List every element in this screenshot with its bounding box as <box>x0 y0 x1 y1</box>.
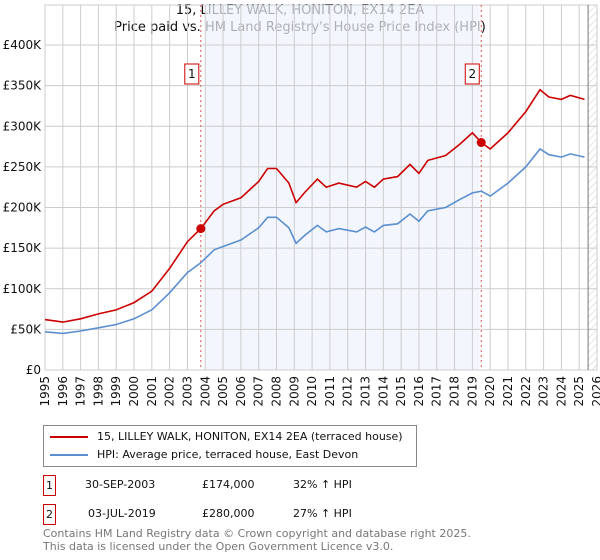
x-tick-label: 2002 <box>163 376 177 407</box>
transaction-date: 30-SEP-2003 <box>85 478 156 491</box>
legend: 15, LILLEY WALK, HONITON, EX14 2EA (terr… <box>43 425 417 467</box>
x-tick-label: 2004 <box>198 376 212 407</box>
transaction-hpi: 27% ↑ HPI <box>293 507 352 520</box>
y-tick-label: £400K <box>3 38 43 52</box>
y-tick-label: £200K <box>3 201 43 215</box>
x-tick-label: 2005 <box>216 376 230 407</box>
transaction-price: £174,000 <box>202 478 255 491</box>
x-tick-label: 1999 <box>109 376 123 407</box>
x-tick-label: 2019 <box>465 376 479 407</box>
sale-marker-badge <box>464 63 480 85</box>
y-tick-label: £0 <box>26 363 41 377</box>
x-tick-label: 2003 <box>180 376 194 407</box>
x-tick-label: 2000 <box>127 376 141 407</box>
x-tick-label: 2018 <box>448 376 462 407</box>
transaction-badge: 2 <box>43 504 56 525</box>
sale-marker-badge <box>184 63 200 85</box>
x-tick-label: 2016 <box>412 376 426 407</box>
sale-point <box>476 138 486 147</box>
x-tick-label: 2022 <box>519 376 533 407</box>
x-tick-label: 1998 <box>91 376 105 407</box>
sale-marker-label: 2 <box>468 67 476 81</box>
x-tick-label: 2021 <box>501 376 515 407</box>
legend-blue-line <box>50 453 88 456</box>
x-tick-label: 1997 <box>74 376 88 407</box>
x-tick-label: 2017 <box>430 376 444 407</box>
footer-line-2: This data is licensed under the Open Gov… <box>43 540 394 553</box>
x-tick-label: 2009 <box>287 376 301 407</box>
x-tick-label: 2006 <box>234 376 248 407</box>
legend-property: 15, LILLEY WALK, HONITON, EX14 2EA (terr… <box>97 430 403 443</box>
x-tick-label: 2013 <box>359 376 373 407</box>
footer: Contains HM Land Registry data © Crown c… <box>43 527 471 553</box>
y-tick-label: £150K <box>3 241 43 255</box>
x-tick-label: 2020 <box>483 376 497 407</box>
y-tick-label: £100K <box>3 282 43 296</box>
y-tick-label: £250K <box>3 160 43 174</box>
legend-hpi: HPI: Average price, terraced house, East… <box>97 448 359 461</box>
x-tick-label: 2015 <box>394 376 408 407</box>
x-tick-label: 2012 <box>341 376 355 407</box>
y-tick-label: £50K <box>10 322 42 336</box>
legend-red-line <box>50 435 88 438</box>
y-tick-label: £300K <box>3 119 43 133</box>
transaction-hpi: 32% ↑ HPI <box>293 478 352 491</box>
x-tick-label: 1995 <box>38 376 52 407</box>
x-tick-label: 2010 <box>305 376 319 407</box>
series-line <box>44 88 585 323</box>
x-tick-label: 2011 <box>323 376 337 407</box>
y-tick-label: £350K <box>3 79 43 93</box>
x-tick-label: 2023 <box>537 376 551 407</box>
plot-border <box>44 4 598 371</box>
transaction-price: £280,000 <box>202 507 255 520</box>
x-tick-label: 2001 <box>145 376 159 407</box>
hatched-region <box>588 5 597 370</box>
plot-area: 1995 1996 1997 1998 1999 2000 2001 2002 2003 2004… <box>3 4 600 407</box>
transaction-badge: 1 <box>43 475 56 496</box>
x-tick-label: 2025 <box>572 376 586 407</box>
x-tick-label: 2014 <box>376 376 390 407</box>
footer-line-1: Contains HM Land Registry data © Crown c… <box>43 527 471 540</box>
x-tick-label: 2008 <box>269 376 283 407</box>
x-tick-label: 2026 <box>590 376 600 407</box>
x-tick-label: 2007 <box>252 376 266 407</box>
series-line <box>44 147 585 335</box>
sale-point <box>196 224 206 234</box>
x-tick-label: 1996 <box>56 376 70 407</box>
sale-marker-label: 1 <box>188 67 196 81</box>
shaded-region <box>205 5 480 370</box>
transaction-date: 03-JUL-2019 <box>88 507 156 520</box>
x-tick-label: 2024 <box>554 376 568 407</box>
